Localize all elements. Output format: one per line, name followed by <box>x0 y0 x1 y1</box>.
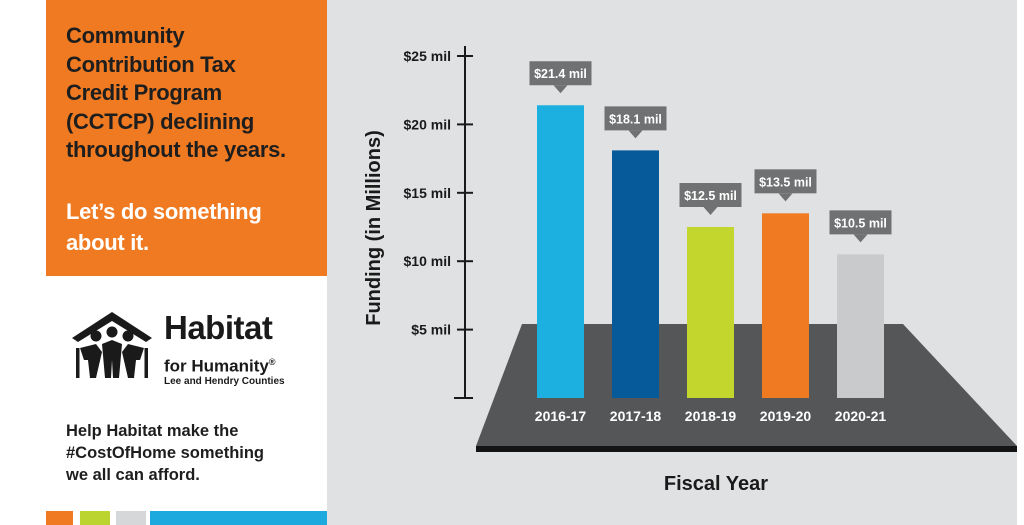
habitat-house-icon <box>72 312 152 378</box>
y-tick-label: $10 mil <box>404 253 451 269</box>
x-tick-label: 2017-18 <box>610 408 662 424</box>
bar <box>762 213 809 398</box>
value-callout <box>529 61 592 86</box>
callout-pointer <box>778 193 793 202</box>
data-label: $13.5 mil <box>759 175 812 189</box>
callout-pointer <box>703 207 718 215</box>
y-axis-title: Funding (in Millions) <box>363 130 385 326</box>
bar <box>612 150 659 398</box>
floor-edge <box>476 446 1017 452</box>
bar <box>837 254 884 398</box>
green-swatch <box>80 511 110 525</box>
bars-group <box>537 105 884 399</box>
value-callout <box>679 183 742 207</box>
labels-group: $21.4 mil 2016-17 $18.1 mil 2017-18 $12.5 mi… <box>529 61 892 424</box>
data-label: $18.1 mil <box>609 112 662 126</box>
y-axis: $5 mil $10 mil $15 mil $20 mil $25 mil <box>404 46 473 399</box>
bar <box>537 105 584 399</box>
funding-bar-chart: $5 mil $10 mil $15 mil $20 mil $25 mil $21.4… <box>363 46 1017 495</box>
logo-subtitle: for Humanity® <box>164 356 276 376</box>
y-tick-label: $25 mil <box>404 48 451 64</box>
value-callout <box>829 210 892 235</box>
x-tick-label: 2020-21 <box>835 408 887 424</box>
x-axis-title: Fiscal Year <box>664 473 768 495</box>
callout-pointer <box>628 130 643 139</box>
gray-swatch <box>116 511 146 525</box>
x-tick-label: 2018-19 <box>685 408 737 424</box>
help-text: Help Habitat make the #CostOfHome someth… <box>66 422 265 484</box>
chart-panel: $5 mil $10 mil $15 mil $20 mil $25 mil $21.4… <box>327 0 1017 525</box>
y-tick-label: $5 mil <box>411 322 451 338</box>
data-label: $12.5 mil <box>684 189 737 203</box>
habitat-logo: Habitat for Humanity® Lee and Hendry Cou… <box>66 306 296 396</box>
data-label: $10.5 mil <box>834 216 887 230</box>
headline-panel: Community Contribution Tax Credit Progra… <box>46 0 327 276</box>
logo-panel: Habitat for Humanity® Lee and Hendry Cou… <box>46 276 327 525</box>
x-tick-label: 2019-20 <box>760 408 812 424</box>
call-to-action: Let’s do something about it. <box>66 199 262 255</box>
y-tick-label: $15 mil <box>404 185 451 201</box>
headline: Community Contribution Tax Credit Progra… <box>66 23 286 162</box>
x-tick-label: 2016-17 <box>535 408 587 424</box>
callout-pointer <box>853 234 868 243</box>
value-callout <box>754 169 817 194</box>
bar <box>687 227 734 398</box>
value-callout <box>604 106 667 131</box>
trademark-symbol: ® <box>268 357 276 367</box>
y-tick-label: $20 mil <box>404 116 451 132</box>
data-label: $21.4 mil <box>534 67 587 81</box>
blue-swatch <box>150 511 327 525</box>
callout-pointer <box>553 85 568 94</box>
logo-wordmark: Habitat <box>164 309 273 346</box>
orange-swatch <box>46 511 73 525</box>
logo-chapter: Lee and Hendry Counties <box>164 376 285 387</box>
